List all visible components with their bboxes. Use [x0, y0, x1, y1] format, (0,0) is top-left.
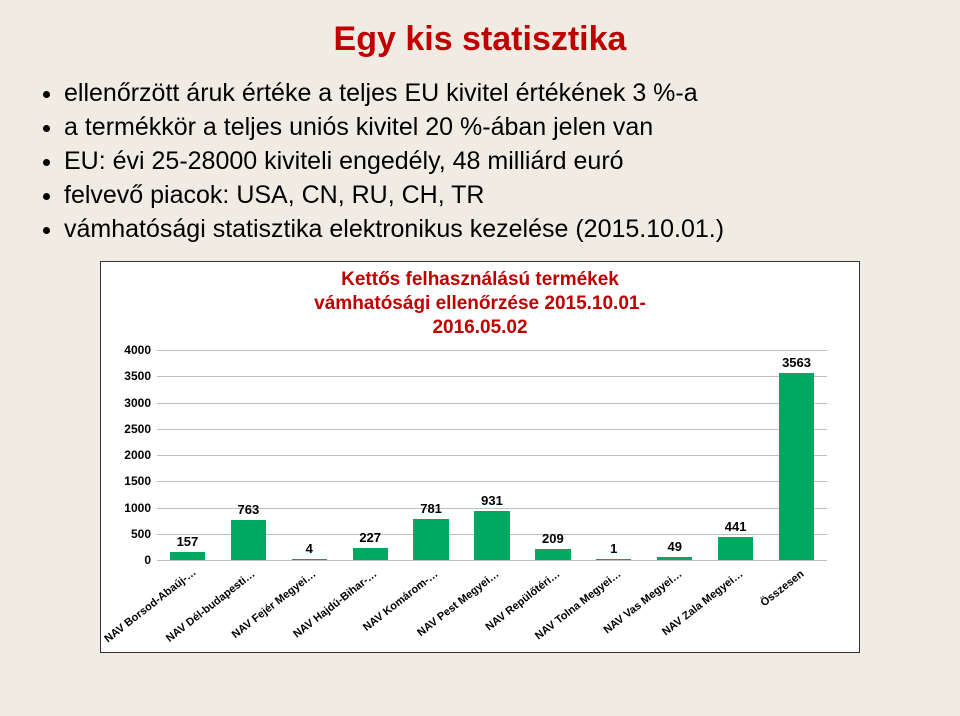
- y-tick-label: 0: [111, 553, 151, 567]
- page-title: Egy kis statisztika: [40, 20, 920, 59]
- chart-title: Kettős felhasználású termékek vámhatóság…: [101, 262, 859, 341]
- gridline: [157, 429, 827, 430]
- bar-value-label: 781: [413, 501, 448, 516]
- bar-value-label: 49: [657, 539, 692, 554]
- bar: 931: [474, 511, 509, 560]
- y-tick-label: 1000: [111, 501, 151, 515]
- chart-title-line: vámhatósági ellenőrzése 2015.10.01-: [314, 293, 646, 314]
- y-tick-label: 3500: [111, 369, 151, 383]
- bar-value-label: 763: [231, 502, 266, 517]
- bar-value-label: 441: [718, 519, 753, 534]
- gridline: [157, 403, 827, 404]
- bar-value-label: 209: [535, 531, 570, 546]
- bullet-item: EU: évi 25-28000 kiviteli engedély, 48 m…: [64, 145, 920, 177]
- plot-area: 0500100015002000250030003500400015776342…: [157, 350, 827, 560]
- chart-title-line: Kettős felhasználású termékek: [341, 269, 619, 290]
- bullet-item: felvevő piacok: USA, CN, RU, CH, TR: [64, 179, 920, 211]
- gridline: [157, 350, 827, 351]
- bar: 781: [413, 519, 448, 560]
- y-tick-label: 2500: [111, 422, 151, 436]
- bar-value-label: 157: [170, 534, 205, 549]
- y-tick-label: 3000: [111, 396, 151, 410]
- bar: 157: [170, 552, 205, 560]
- bar: 763: [231, 520, 266, 560]
- y-tick-label: 4000: [111, 343, 151, 357]
- gridline: [157, 481, 827, 482]
- chart-title-line: 2016.05.02: [432, 317, 527, 338]
- bar: 441: [718, 537, 753, 560]
- y-tick-label: 2000: [111, 448, 151, 462]
- bullet-item: vámhatósági statisztika elektronikus kez…: [64, 213, 920, 245]
- gridline: [157, 455, 827, 456]
- bar-value-label: 227: [353, 530, 388, 545]
- bar: 3563: [779, 373, 814, 560]
- y-tick-label: 1500: [111, 474, 151, 488]
- bar: 209: [535, 549, 570, 560]
- y-tick-label: 500: [111, 527, 151, 541]
- x-axis-labels: NAV Borsod-Abaúj-…NAV Dél-budapesti…NAV …: [157, 560, 827, 650]
- bar-value-label: 4: [292, 541, 327, 556]
- bar: 227: [353, 548, 388, 560]
- bar-value-label: 1: [596, 541, 631, 556]
- bar-chart: Kettős felhasználású termékek vámhatóság…: [100, 261, 860, 653]
- bullet-list: ellenőrzött áruk értéke a teljes EU kivi…: [64, 77, 920, 245]
- bullet-item: a termékkör a teljes uniós kivitel 20 %-…: [64, 111, 920, 143]
- slide: Egy kis statisztika ellenőrzött áruk ért…: [0, 0, 960, 716]
- bar-value-label: 931: [474, 493, 509, 508]
- bullet-item: ellenőrzött áruk értéke a teljes EU kivi…: [64, 77, 920, 109]
- bar-value-label: 3563: [779, 355, 814, 370]
- gridline: [157, 376, 827, 377]
